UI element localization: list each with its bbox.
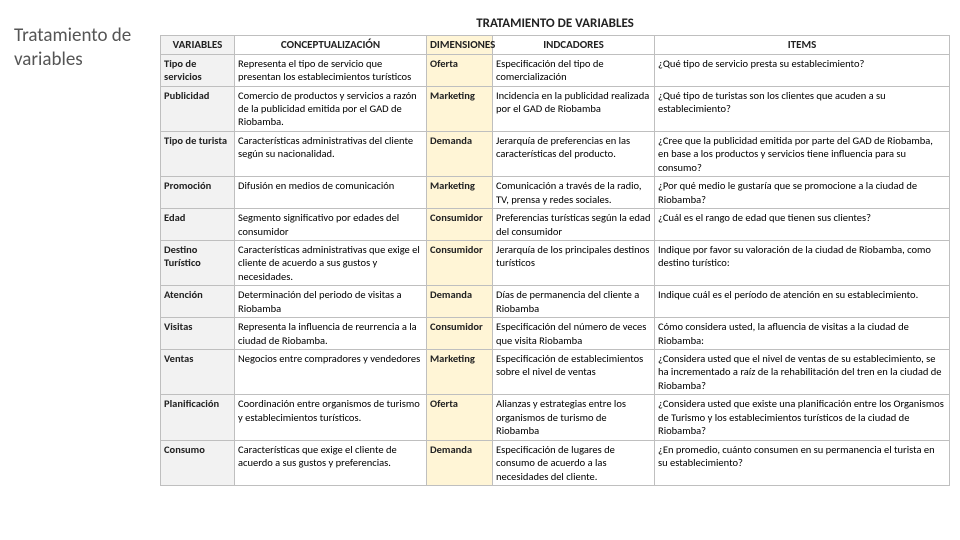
table-row: Tipo de turista Características administ… — [161, 131, 950, 176]
table-body: Tipo de servicios Representa el tipo de … — [161, 54, 950, 485]
cell-variable: Visitas — [161, 318, 235, 350]
cell-variable: Ventas — [161, 350, 235, 395]
table-row: Visitas Representa la influencia de reur… — [161, 318, 950, 350]
table-row: Ventas Negocios entre compradores y vend… — [161, 350, 950, 395]
header-variables: VARIABLES — [161, 35, 235, 54]
cell-dimension: Demanda — [427, 131, 493, 176]
cell-item: Cómo considera usted, la afluencia de vi… — [655, 318, 950, 350]
cell-variable: Tipo de turista — [161, 131, 235, 176]
cell-conceptualizacion: Negocios entre compradores y vendedores — [235, 350, 427, 395]
cell-indicador: Alianzas y estrategias entre los organis… — [493, 395, 655, 440]
cell-conceptualizacion: Determinación del periodo de visitas a R… — [235, 286, 427, 318]
cell-dimension: Consumidor — [427, 209, 493, 241]
table-row: Edad Segmento significativo por edades d… — [161, 209, 950, 241]
cell-variable: Edad — [161, 209, 235, 241]
table-row: Promoción Difusión en medios de comunica… — [161, 177, 950, 209]
table-caption: TRATAMIENTO DE VARIABLES — [160, 16, 950, 35]
cell-dimension: Marketing — [427, 86, 493, 131]
cell-item: ¿Considera usted que el nivel de ventas … — [655, 350, 950, 395]
table-row: Atención Determinación del periodo de vi… — [161, 286, 950, 318]
cell-indicador: Jerarquía de los principales destinos tu… — [493, 240, 655, 285]
cell-indicador: Especificación del tipo de comercializac… — [493, 54, 655, 86]
cell-dimension: Marketing — [427, 350, 493, 395]
cell-dimension: Demanda — [427, 440, 493, 485]
cell-item: ¿Cree que la publicidad emitida por part… — [655, 131, 950, 176]
cell-conceptualizacion: Características que exige el cliente de … — [235, 440, 427, 485]
cell-indicador: Especificación de lugares de consumo de … — [493, 440, 655, 485]
header-dimensiones: DIMENSIONES — [427, 35, 493, 54]
cell-conceptualizacion: Coordinación entre organismos de turismo… — [235, 395, 427, 440]
cell-item: ¿Considera usted que existe una planific… — [655, 395, 950, 440]
cell-item: ¿Qué tipo de turistas son los clientes q… — [655, 86, 950, 131]
cell-variable: Publicidad — [161, 86, 235, 131]
cell-dimension: Consumidor — [427, 240, 493, 285]
cell-variable: Atención — [161, 286, 235, 318]
cell-dimension: Oferta — [427, 54, 493, 86]
cell-item: Indique cuál es el período de atención e… — [655, 286, 950, 318]
table-row: Publicidad Comercio de productos y servi… — [161, 86, 950, 131]
header-items: ITEMS — [655, 35, 950, 54]
header-row: VARIABLES CONCEPTUALIZACIÓN DIMENSIONES … — [161, 35, 950, 54]
cell-indicador: Especificación de establecimientos sobre… — [493, 350, 655, 395]
cell-indicador: Especificación del número de veces que v… — [493, 318, 655, 350]
cell-variable: Promoción — [161, 177, 235, 209]
cell-indicador: Comunicación a través de la radio, TV, p… — [493, 177, 655, 209]
header-conceptualizacion: CONCEPTUALIZACIÓN — [235, 35, 427, 54]
cell-variable: Consumo — [161, 440, 235, 485]
cell-conceptualizacion: Características administrativas que exig… — [235, 240, 427, 285]
cell-item: ¿Por qué medio le gustaría que se promoc… — [655, 177, 950, 209]
cell-variable: Destino Turístico — [161, 240, 235, 285]
cell-conceptualizacion: Comercio de productos y servicios a razó… — [235, 86, 427, 131]
cell-indicador: Jerarquía de preferencias en las caracte… — [493, 131, 655, 176]
cell-dimension: Demanda — [427, 286, 493, 318]
cell-conceptualizacion: Representa la influencia de reurrencia a… — [235, 318, 427, 350]
variables-table: TRATAMIENTO DE VARIABLES VARIABLES CONCE… — [160, 16, 950, 486]
table-container: TRATAMIENTO DE VARIABLES VARIABLES CONCE… — [160, 16, 950, 532]
cell-conceptualizacion: Segmento significativo por edades del co… — [235, 209, 427, 241]
cell-variable: Planificación — [161, 395, 235, 440]
table-row: Consumo Características que exige el cli… — [161, 440, 950, 485]
cell-conceptualizacion: Representa el tipo de servicio que prese… — [235, 54, 427, 86]
cell-dimension: Marketing — [427, 177, 493, 209]
cell-indicador: Incidencia en la publicidad realizada po… — [493, 86, 655, 131]
table-row: Tipo de servicios Representa el tipo de … — [161, 54, 950, 86]
cell-conceptualizacion: Características administrativas del clie… — [235, 131, 427, 176]
cell-conceptualizacion: Difusión en medios de comunicación — [235, 177, 427, 209]
cell-item: Indique por favor su valoración de la ci… — [655, 240, 950, 285]
cell-indicador: Días de permanencia del cliente a Riobam… — [493, 286, 655, 318]
slide-title-block: Tratamiento de variables — [10, 16, 160, 532]
table-row: Destino Turístico Características admini… — [161, 240, 950, 285]
cell-item: ¿Qué tipo de servicio presta su establec… — [655, 54, 950, 86]
cell-variable: Tipo de servicios — [161, 54, 235, 86]
cell-dimension: Oferta — [427, 395, 493, 440]
slide-title: Tratamiento de variables — [14, 24, 160, 72]
cell-indicador: Preferencias turísticas según la edad de… — [493, 209, 655, 241]
cell-item: ¿En promedio, cuánto consumen en su perm… — [655, 440, 950, 485]
header-indicadores: INDCADORES — [493, 35, 655, 54]
cell-item: ¿Cuál es el rango de edad que tienen sus… — [655, 209, 950, 241]
table-row: Planificación Coordinación entre organis… — [161, 395, 950, 440]
cell-dimension: Consumidor — [427, 318, 493, 350]
